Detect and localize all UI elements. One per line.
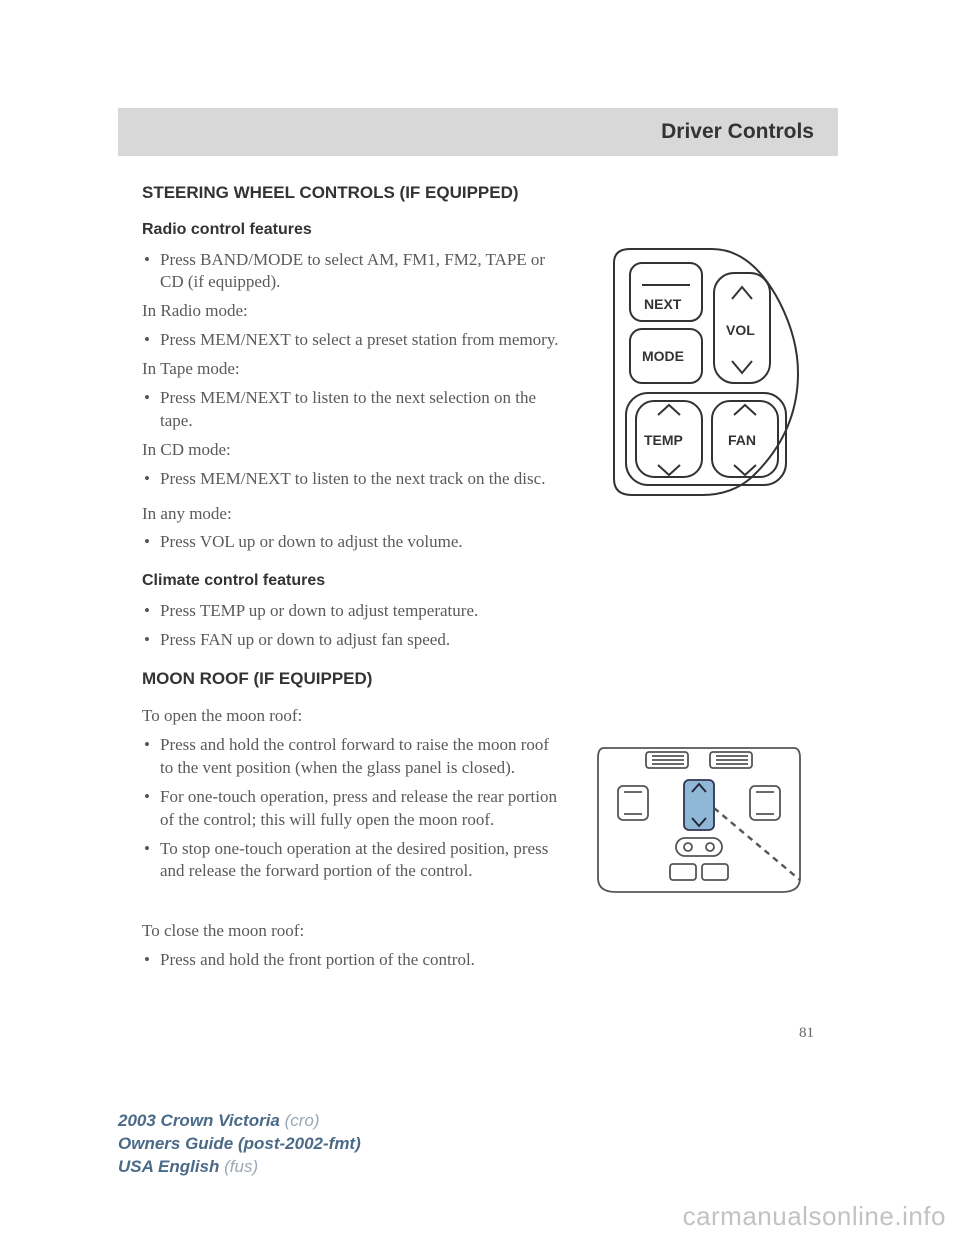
label-temp: TEMP xyxy=(644,432,683,448)
footer-code1: (cro) xyxy=(285,1111,320,1130)
footer-line-2: Owners Guide (post-2002-fmt) xyxy=(118,1133,361,1156)
label-next: NEXT xyxy=(644,296,682,312)
bullet: Press and hold the control forward to ra… xyxy=(142,734,566,780)
para: In Radio mode: xyxy=(142,300,566,323)
para: In any mode: xyxy=(142,503,814,526)
subheading-radio: Radio control features xyxy=(142,219,814,241)
heading-steering: STEERING WHEEL CONTROLS (IF EQUIPPED) xyxy=(142,182,814,205)
footer-line-3: USA English (fus) xyxy=(118,1156,361,1179)
footer-model: 2003 Crown Victoria xyxy=(118,1111,280,1130)
moonroof-row: Press and hold the control forward to ra… xyxy=(142,734,814,920)
page-content: STEERING WHEEL CONTROLS (IF EQUIPPED) Ra… xyxy=(118,156,838,972)
bullet: Press FAN up or down to adjust fan speed… xyxy=(142,629,814,652)
para: In Tape mode: xyxy=(142,358,566,381)
bullet: Press MEM/NEXT to listen to the next tra… xyxy=(142,468,566,491)
footer-code3: (fus) xyxy=(224,1157,258,1176)
bullet: Press TEMP up or down to adjust temperat… xyxy=(142,600,814,623)
bullet: Press BAND/MODE to select AM, FM1, FM2, … xyxy=(142,249,566,295)
heading-moonroof: MOON ROOF (IF EQUIPPED) xyxy=(142,668,814,691)
footer-guide: Owners Guide (post-2002-fmt) xyxy=(118,1134,361,1153)
section-header-title: Driver Controls xyxy=(661,120,814,144)
para: To close the moon roof: xyxy=(142,920,814,943)
footer-lang: USA English xyxy=(118,1157,219,1176)
section-header-bar: Driver Controls xyxy=(118,108,838,156)
footer-line-1: 2003 Crown Victoria (cro) xyxy=(118,1110,361,1133)
steering-controls-figure: NEXT MODE VOL TEMP FAN xyxy=(584,243,814,503)
watermark: carmanualsonline.info xyxy=(683,1201,946,1232)
para: To open the moon roof: xyxy=(142,705,814,728)
moonroof-figure xyxy=(584,730,814,920)
page-number: 81 xyxy=(799,1025,814,1042)
bullet: Press MEM/NEXT to listen to the next sel… xyxy=(142,387,566,433)
bullet: Press MEM/NEXT to select a preset statio… xyxy=(142,329,566,352)
bullet: Press VOL up or down to adjust the volum… xyxy=(142,531,814,554)
radio-text-col: Press BAND/MODE to select AM, FM1, FM2, … xyxy=(142,249,566,503)
page-frame: Driver Controls STEERING WHEEL CONTROLS … xyxy=(118,108,838,1048)
label-vol: VOL xyxy=(726,322,755,338)
moonroof-text-col: Press and hold the control forward to ra… xyxy=(142,734,566,920)
bullet: Press and hold the front portion of the … xyxy=(142,949,814,972)
radio-row: Press BAND/MODE to select AM, FM1, FM2, … xyxy=(142,249,814,503)
subheading-climate: Climate control features xyxy=(142,570,814,592)
label-fan: FAN xyxy=(728,432,756,448)
para: In CD mode: xyxy=(142,439,566,462)
footer-block: 2003 Crown Victoria (cro) Owners Guide (… xyxy=(118,1110,361,1179)
bullet: For one-touch operation, press and relea… xyxy=(142,786,566,832)
label-mode: MODE xyxy=(642,348,684,364)
bullet: To stop one-touch operation at the desir… xyxy=(142,838,566,884)
